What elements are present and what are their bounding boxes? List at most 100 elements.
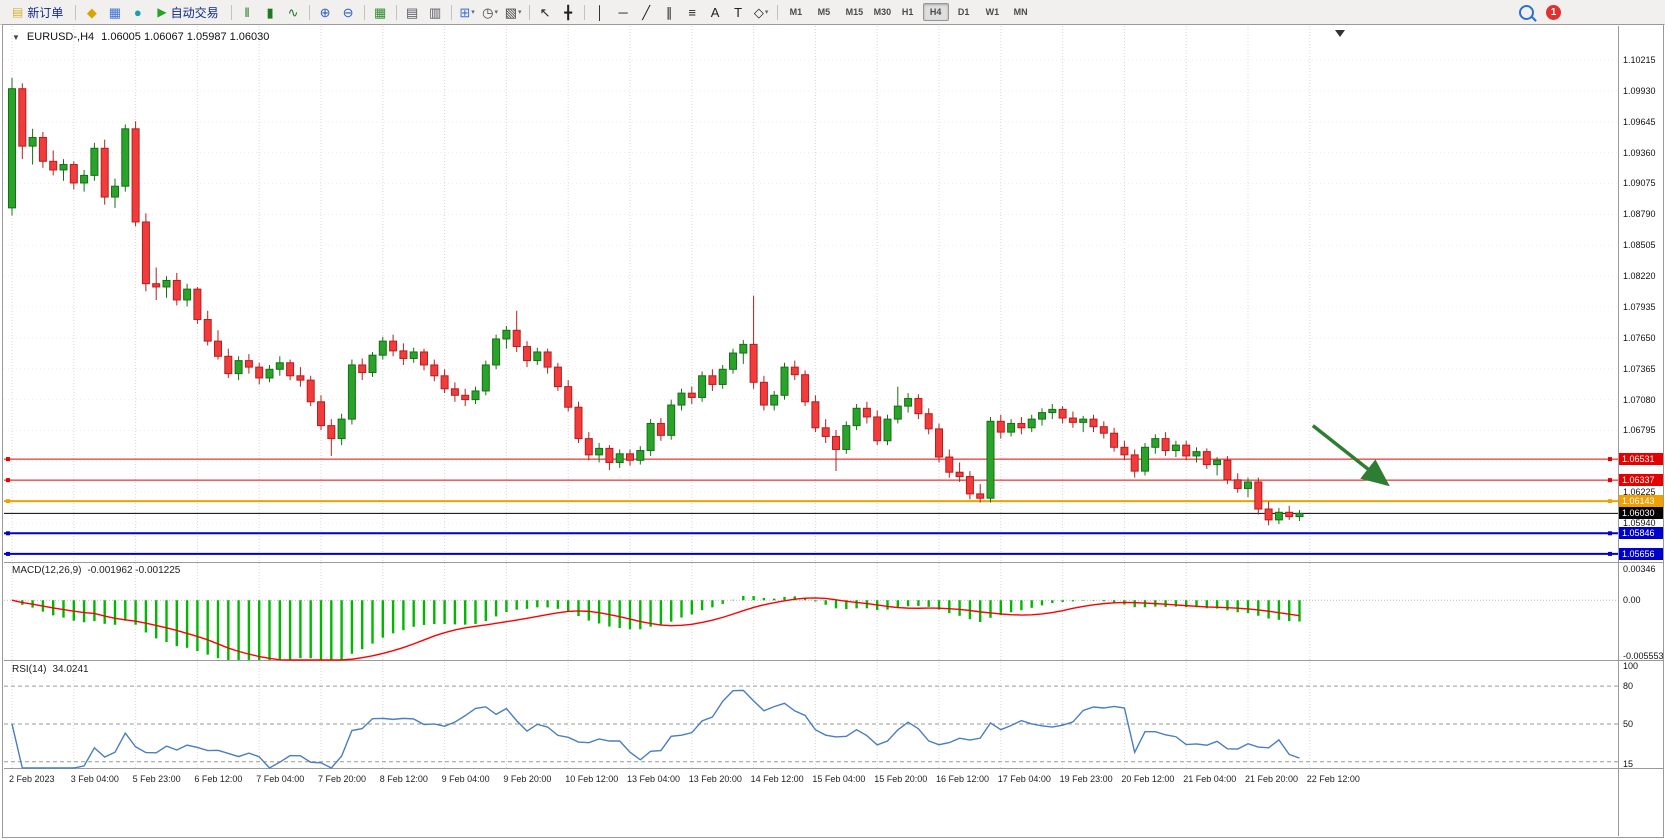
- price-axis-label: 1.07080: [1623, 394, 1656, 405]
- notification-badge[interactable]: 1: [1546, 4, 1561, 20]
- toolbar-separator: [450, 4, 452, 20]
- time-axis-label: 20 Feb 12:00: [1121, 774, 1175, 784]
- period-clock-icon: ◷: [482, 4, 494, 20]
- text-icon[interactable]: A: [704, 2, 727, 22]
- zoom-in-icon[interactable]: ⊕: [314, 2, 337, 22]
- trendline-icon: ╱: [642, 4, 651, 20]
- dropdown-arrow-icon: ▾: [471, 9, 475, 16]
- panel-separator: [1619, 768, 1663, 769]
- toolbar-separator: [776, 4, 778, 20]
- cascade-windows-icon[interactable]: ▤: [401, 2, 424, 22]
- rsi-scale-100: 100: [1623, 661, 1639, 671]
- templates-icon[interactable]: ▧ ▾: [502, 2, 525, 22]
- cursor-icon: ↖: [539, 4, 551, 20]
- reports-icon[interactable]: ▦: [103, 2, 126, 22]
- community-icon[interactable]: ●: [126, 2, 149, 22]
- toolbar-separator: [308, 4, 310, 20]
- fibonacci-icon: ≡: [688, 4, 696, 20]
- chart-shift-marker[interactable]: [1335, 30, 1345, 37]
- text-label-icon: T: [734, 4, 743, 20]
- time-axis-label: 16 Feb 12:00: [936, 774, 990, 784]
- time-axis-label: 14 Feb 12:00: [750, 774, 804, 784]
- timeframe-button-H4[interactable]: H4: [922, 3, 949, 21]
- chart-symbol-period: EURUSD-,H4: [26, 31, 95, 43]
- arrange-windows-icon[interactable]: ▥: [424, 2, 447, 22]
- fibonacci-icon[interactable]: ≡: [681, 2, 704, 22]
- arrows-shapes-icon: ◇: [753, 4, 764, 20]
- community-icon: ●: [133, 4, 142, 20]
- time-axis-label: 3 Feb 04:00: [70, 774, 119, 784]
- toolbar-items: ▤ 新订单 ◆ ▦ ● ▶ 自动交易 ‖ ▮ ∿ ⊕ ⊖ ▦ ▤ ▥ ⊞ ▾ ◷ ▾ ▧ ▾ ↖ ╋ │ ─ ╱ ∥ ≡ A T ◇ ▾ M1 M…: [4, 0, 1034, 24]
- price-axis[interactable]: 1.10215 1.09930 1.09645 1.09360 1.09075 1.087…: [1618, 26, 1664, 836]
- deposit-icon[interactable]: ◆: [80, 2, 103, 22]
- cascade-windows-icon: ▤: [405, 4, 419, 20]
- grid: [4, 26, 1618, 768]
- vertical-line-icon[interactable]: │: [589, 2, 612, 22]
- rsi-name: RSI(14): [12, 664, 47, 675]
- price-axis-label: 1.08790: [1623, 209, 1656, 220]
- bar-chart-type-icon[interactable]: ‖: [236, 2, 259, 22]
- horizontal-lines[interactable]: [4, 457, 1618, 556]
- price-axis-label: 1.05940: [1623, 518, 1656, 529]
- rsi-indicator-label: RSI(14) 34.0241: [12, 664, 89, 675]
- horizontal-line-icon[interactable]: ─: [612, 2, 635, 22]
- arrows-shapes-icon[interactable]: ◇ ▾: [750, 2, 773, 22]
- time-axis-label: 15 Feb 04:00: [812, 774, 866, 784]
- time-axis-label: 15 Feb 20:00: [874, 774, 928, 784]
- candles-series: [8, 77, 1304, 526]
- equidistant-channel-icon[interactable]: ∥: [658, 2, 681, 22]
- macd-indicator-label: MACD(12,26,9) -0.001962 -0.001225: [12, 565, 180, 576]
- crosshair-icon[interactable]: ╋: [557, 2, 580, 22]
- timeframe-button-W1[interactable]: W1: [979, 3, 1005, 21]
- dropdown-arrow-icon: ▾: [494, 9, 499, 16]
- chart-area: ▼ EURUSD-,H4 1.06005 1.06067 1.05987 1.0…: [2, 24, 1664, 838]
- dropdown-arrow-icon: ▾: [518, 9, 522, 16]
- tile-windows-icon[interactable]: ▦: [369, 2, 392, 22]
- rsi-scale-80: 80: [1623, 681, 1634, 692]
- candlestick-type-icon[interactable]: ▮: [259, 2, 282, 22]
- search-icon[interactable]: [1519, 4, 1534, 20]
- price-level-badge: 1.06030: [1619, 507, 1663, 520]
- new-order-button-label: 新订单: [27, 5, 64, 20]
- new-order-button[interactable]: ▤ 新订单: [5, 2, 70, 22]
- timeframe-button-M5[interactable]: M5: [811, 3, 837, 21]
- price-level-badge: 1.05656: [1619, 547, 1663, 560]
- text-label-icon[interactable]: T: [727, 2, 750, 22]
- vertical-line-icon: │: [596, 4, 605, 20]
- autotrading-button[interactable]: ▶ 自动交易: [150, 2, 225, 22]
- timeframe-button-M1[interactable]: M1: [783, 3, 809, 21]
- toolbar-right-group: 1: [1519, 4, 1561, 20]
- time-axis-label: 9 Feb 04:00: [441, 774, 490, 784]
- time-axis-label: 13 Feb 20:00: [688, 774, 742, 784]
- time-axis-label: 10 Feb 12:00: [565, 774, 619, 784]
- line-chart-type-icon[interactable]: ∿: [282, 2, 305, 22]
- chart-dropdown-icon[interactable]: ▼: [12, 32, 20, 42]
- time-axis-label: 2 Feb 2023: [9, 774, 55, 784]
- crosshair-icon: ╋: [564, 4, 573, 20]
- new-chart-icon: ⊞: [459, 4, 471, 20]
- horizontal-line-icon: ─: [618, 4, 628, 20]
- arrow-annotation[interactable]: [1311, 424, 1390, 487]
- chart-plot[interactable]: [4, 26, 1618, 770]
- trendline-icon[interactable]: ╱: [635, 2, 658, 22]
- toolbar-separator: [230, 4, 232, 20]
- timeframe-button-M30[interactable]: M30: [867, 3, 893, 21]
- new-chart-icon[interactable]: ⊞ ▾: [456, 2, 479, 22]
- new-order-icon: ▤: [12, 5, 24, 19]
- macd-scale-zero: 0.00: [1623, 595, 1641, 606]
- timeframe-button-MN[interactable]: MN: [1007, 3, 1033, 21]
- timeframe-button-D1[interactable]: D1: [951, 3, 977, 21]
- time-axis[interactable]: 2 Feb 2023 3 Feb 04:00 5 Feb 23:00 6 Feb 12…: [4, 770, 1618, 790]
- text-icon: A: [710, 4, 720, 20]
- time-axis-label: 6 Feb 12:00: [194, 774, 243, 784]
- time-axis-label: 17 Feb 04:00: [997, 774, 1051, 784]
- timeframe-button-M15[interactable]: M15: [839, 3, 865, 21]
- cursor-icon[interactable]: ↖: [534, 2, 557, 22]
- panel-separator: [1619, 562, 1663, 563]
- period-clock-icon[interactable]: ◷ ▾: [479, 2, 502, 22]
- price-axis-label: 1.06795: [1623, 425, 1656, 436]
- zoom-out-icon[interactable]: ⊖: [337, 2, 360, 22]
- templates-icon: ▧: [504, 4, 517, 20]
- time-axis-label: 22 Feb 12:00: [1306, 774, 1360, 784]
- timeframe-button-H1[interactable]: H1: [895, 3, 921, 21]
